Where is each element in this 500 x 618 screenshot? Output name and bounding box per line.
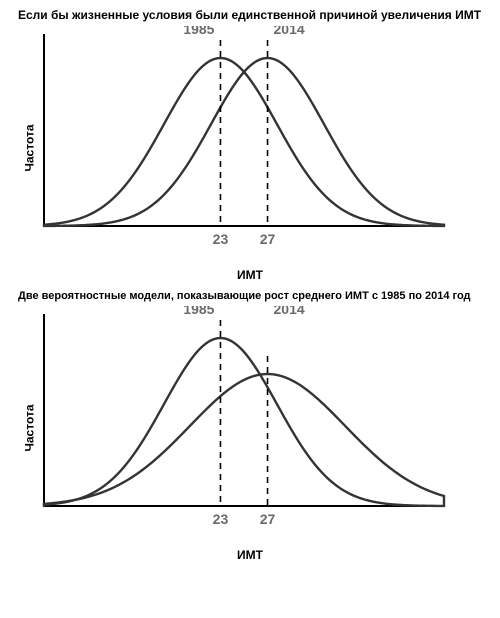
chart-panel-0: Если бы жизненные условия были единствен…	[0, 0, 500, 282]
year-label-right: 2014	[274, 26, 305, 37]
y-axis-label: Частота	[23, 404, 37, 451]
x-axis-label: ИМТ	[0, 268, 500, 282]
distribution-curve-0	[44, 338, 444, 506]
tick-label-left: 23	[213, 231, 229, 247]
chart-area: Частота 1985 2014 23 27	[10, 306, 490, 550]
axes	[44, 314, 444, 506]
distribution-curve-0	[44, 58, 444, 226]
x-axis-label: ИМТ	[0, 548, 500, 562]
year-label-left: 1985	[183, 306, 214, 317]
y-axis-label: Частота	[23, 124, 37, 171]
tick-label-right: 27	[260, 511, 276, 527]
chart-svg: 1985 2014 23 27	[10, 26, 450, 270]
tick-label-right: 27	[260, 231, 276, 247]
axes	[44, 34, 444, 226]
tick-label-left: 23	[213, 511, 229, 527]
chart-panel-1: Две вероятностные модели, показывающие р…	[0, 282, 500, 562]
year-label-right: 2014	[274, 306, 305, 317]
panel-title: Две вероятностные модели, показывающие р…	[0, 282, 500, 306]
chart-area: Частота 1985 2014 23 27	[10, 26, 490, 270]
distribution-curve-1	[44, 58, 444, 226]
chart-svg: 1985 2014 23 27	[10, 306, 450, 550]
year-label-left: 1985	[183, 26, 214, 37]
panel-title: Если бы жизненные условия были единствен…	[0, 0, 500, 26]
